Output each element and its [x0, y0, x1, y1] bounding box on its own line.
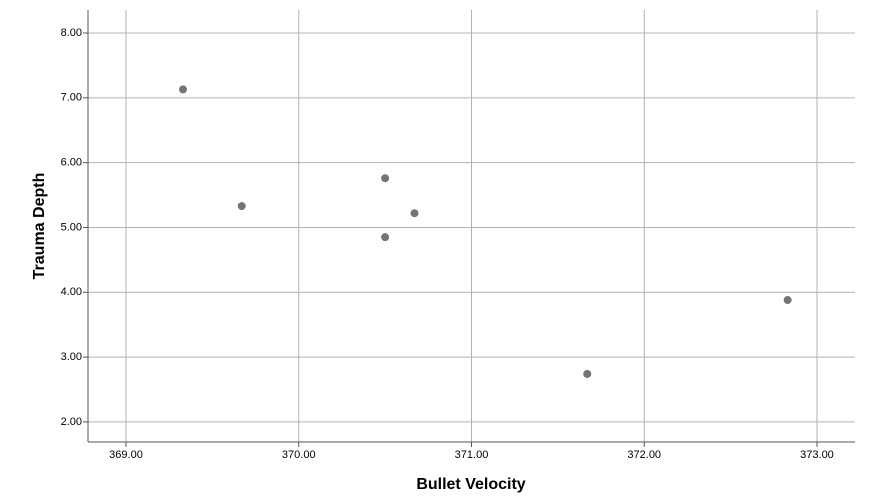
point: [237, 202, 246, 211]
y-tick-label: 8.00: [61, 27, 82, 39]
y-tick-label: 3.00: [61, 351, 82, 363]
y-tick-label: 7.00: [61, 92, 82, 104]
point: [783, 296, 792, 305]
y-tick-label: 6.00: [61, 157, 82, 169]
y-tick-label: 2.00: [61, 416, 82, 428]
y-tick-label: 5.00: [61, 221, 82, 233]
point: [410, 209, 419, 218]
point: [179, 85, 188, 94]
point: [381, 174, 390, 183]
point: [381, 233, 390, 242]
x-tick-label: 369.00: [109, 449, 143, 461]
x-tick-label: 372.00: [627, 449, 661, 461]
x-tick-label: 371.00: [455, 449, 489, 461]
x-tick-label: 373.00: [800, 449, 834, 461]
x-tick-label: 370.00: [282, 449, 316, 461]
y-tick-label: 4.00: [61, 286, 82, 298]
point: [583, 369, 592, 378]
y-axis-title: Trauma Depth: [31, 173, 48, 280]
x-axis-title: Bullet Velocity: [416, 476, 525, 493]
